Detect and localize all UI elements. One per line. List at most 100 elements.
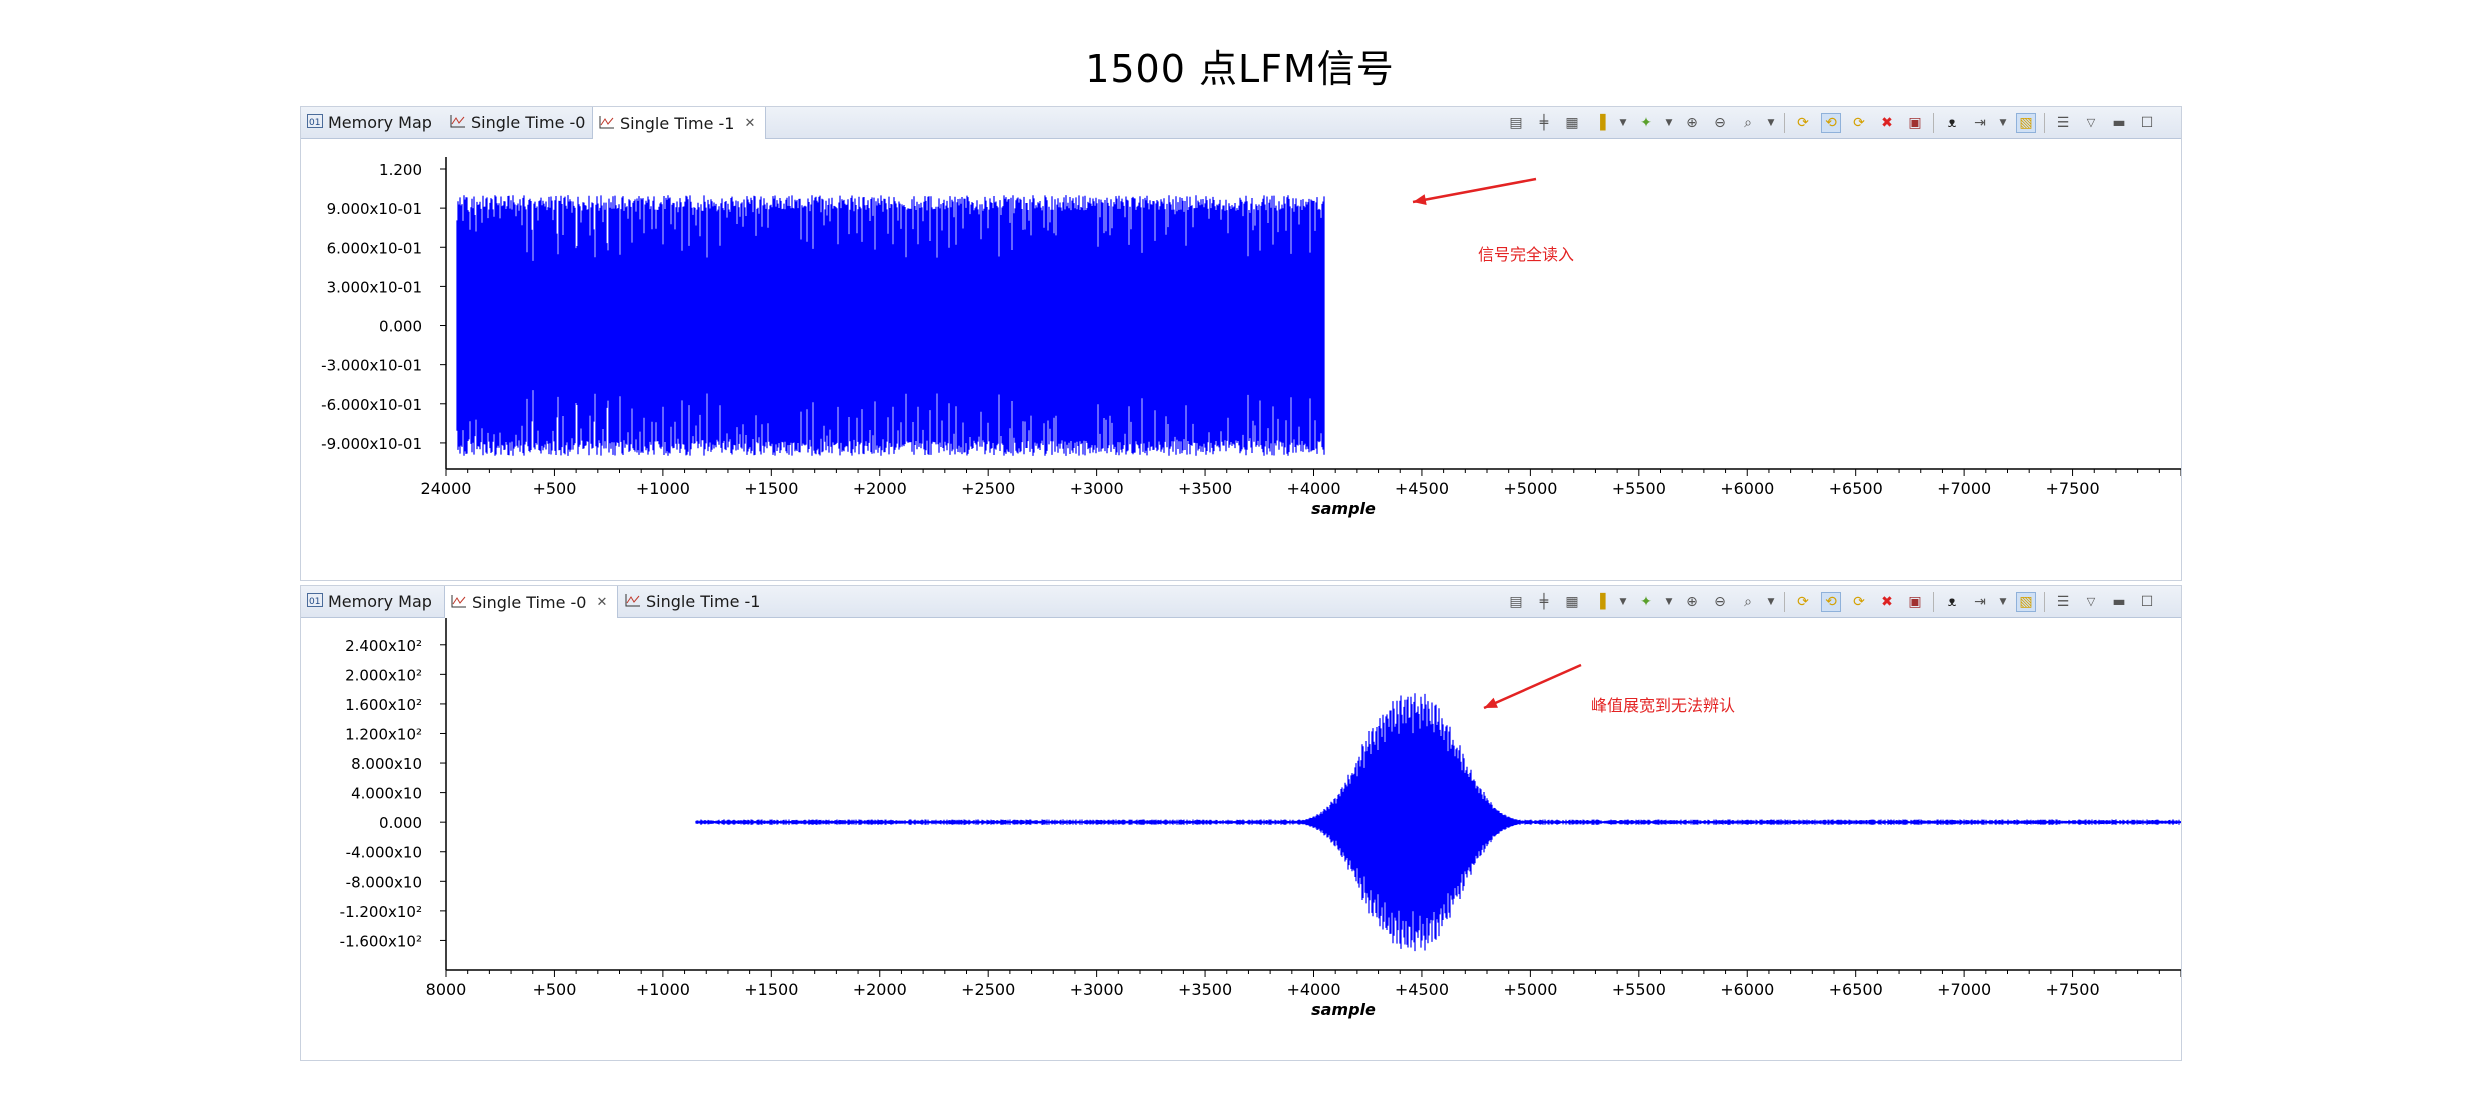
dropdown-icon[interactable]: ▼ (1665, 597, 1673, 607)
minimize-icon[interactable]: ▬ (2112, 594, 2126, 610)
x-tick-label: +7500 (2046, 980, 2100, 999)
x-tick-label: +2500 (961, 479, 1015, 498)
bottom-annotation: 峰值展宽到无法辨认 (1591, 696, 1736, 715)
refresh-icon[interactable]: ⟳ (1797, 115, 1809, 131)
list-icon[interactable]: ▤ (1509, 594, 1523, 610)
marker-icon[interactable]: ▐ (1594, 594, 1606, 610)
dropdown-icon[interactable]: ▼ (1619, 597, 1627, 607)
maximize-icon[interactable]: ☐ (2140, 594, 2154, 610)
y-tick-label: 4.000x10 (351, 785, 422, 803)
delete-icon[interactable]: ✖ (1881, 594, 1893, 610)
bottom-tab-bar: 01 Memory Map Single Time -0 ✕ Single Ti… (301, 586, 2181, 618)
minimize-icon[interactable]: ▬ (2112, 115, 2126, 131)
x-tick-label: +6000 (1720, 980, 1774, 999)
zoom-in-icon[interactable]: ⊕ (1686, 115, 1698, 131)
x-tick-label: +6000 (1720, 479, 1774, 498)
properties-icon[interactable]: ☰ (2056, 594, 2070, 610)
top-annotation: 信号完全读入 (1478, 245, 1575, 264)
sync-icon[interactable]: ⟲ (1821, 113, 1841, 133)
dropdown-icon[interactable]: ▼ (1767, 118, 1775, 128)
dropdown-icon[interactable]: ▼ (1665, 118, 1673, 128)
zoom-in-icon[interactable]: ⊕ (1686, 594, 1698, 610)
x-tick-label: +2000 (853, 479, 907, 498)
x-tick-label: +3500 (1178, 479, 1232, 498)
pin-icon[interactable]: ╪ (1539, 115, 1549, 131)
refresh-icon[interactable]: ⟳ (1797, 594, 1809, 610)
zoom-fit-icon[interactable]: ⌕ (1744, 594, 1752, 610)
marker-icon[interactable]: ▐ (1594, 115, 1606, 131)
dropdown-icon[interactable]: ▼ (1619, 118, 1627, 128)
graph-icon (450, 113, 466, 132)
y-tick-label: -6.000x10-01 (321, 396, 422, 414)
close-icon[interactable]: ✕ (744, 115, 756, 131)
x-tick-label: +5000 (1503, 980, 1557, 999)
y-tick-label: 0.000 (379, 318, 422, 336)
layout-icon[interactable]: ▧ (2016, 592, 2036, 612)
x-tick-label: +6500 (1829, 980, 1883, 999)
pin-icon[interactable]: ╪ (1539, 594, 1549, 610)
cursor-icon[interactable]: ⇥ (1974, 115, 1986, 131)
memory-map-icon: 01 (307, 113, 323, 132)
cursor-icon[interactable]: ⇥ (1974, 594, 1986, 610)
y-tick-label: 1.200x10² (345, 725, 422, 743)
tab-single-time-0[interactable]: Single Time -0 ✕ (444, 586, 618, 618)
export-icon[interactable]: ▣ (1908, 115, 1922, 131)
tab-memory-map[interactable]: 01 Memory Map (301, 586, 441, 617)
memory-map-icon: 01 (307, 592, 323, 611)
y-tick-label: -1.200x10² (340, 903, 422, 921)
x-tick-label: +500 (532, 980, 576, 999)
binoculars-icon[interactable]: ᴥ (1947, 594, 1957, 610)
annotation-arrow (1483, 663, 1582, 710)
dropdown-icon[interactable]: ▼ (1767, 597, 1775, 607)
table-icon[interactable]: ▦ (1565, 594, 1579, 610)
annotation-arrow (1412, 177, 1537, 204)
binoculars-icon[interactable]: ᴥ (1947, 115, 1957, 131)
top-signal-plot[interactable]: 1.200 9.000x10-01 6.000x10-01 3.000x10-01 0.… (301, 139, 2181, 579)
refresh-alt-icon[interactable]: ⟳ (1853, 115, 1865, 131)
y-tick-label: 9.000x10-01 (327, 200, 422, 218)
dropdown-icon[interactable]: ▼ (1999, 118, 2007, 128)
maximize-icon[interactable]: ☐ (2140, 115, 2154, 131)
tab-memory-map[interactable]: 01 Memory Map (301, 107, 441, 138)
y-tick-label: -1.600x10² (340, 932, 422, 950)
tab-single-time-0[interactable]: Single Time -0 (444, 107, 589, 138)
toolbar-separator (1933, 592, 1934, 612)
close-icon[interactable]: ✕ (596, 594, 608, 610)
x-tick-label: 8000 (426, 980, 467, 999)
table-icon[interactable]: ▦ (1565, 115, 1579, 131)
export-icon[interactable]: ▣ (1908, 594, 1922, 610)
x-tick-label: +1500 (744, 479, 798, 498)
tab-label: Memory Map (328, 113, 432, 132)
tab-single-time-1[interactable]: Single Time -1 ✕ (592, 107, 766, 139)
bottom-graph-panel: 01 Memory Map Single Time -0 ✕ Single Ti… (300, 585, 2182, 1061)
zoom-fit-icon[interactable]: ⌕ (1744, 115, 1752, 131)
view-menu-icon[interactable]: ▽ (2086, 116, 2096, 129)
x-tick-label: +6500 (1829, 479, 1883, 498)
x-axis-label: sample (1311, 1000, 1376, 1019)
svg-text:01: 01 (309, 597, 320, 607)
zoom-out-icon[interactable]: ⊖ (1714, 115, 1726, 131)
y-tick-label: 1.200 (379, 161, 422, 179)
tab-single-time-1[interactable]: Single Time -1 (619, 586, 764, 617)
y-tick-label: 2.000x10² (345, 666, 422, 684)
properties-icon[interactable]: ☰ (2056, 115, 2070, 131)
star-icon[interactable]: ✦ (1640, 594, 1652, 610)
view-menu-icon[interactable]: ▽ (2086, 595, 2096, 608)
dropdown-icon[interactable]: ▼ (1999, 597, 2007, 607)
delete-icon[interactable]: ✖ (1881, 115, 1893, 131)
toolbar-separator (2044, 592, 2045, 612)
x-tick-label: +7000 (1937, 479, 1991, 498)
y-tick-label: 2.400x10² (345, 637, 422, 655)
x-axis-label: sample (1311, 499, 1376, 518)
x-tick-label: +2500 (961, 980, 1015, 999)
list-icon[interactable]: ▤ (1509, 115, 1523, 131)
bottom-signal-plot[interactable]: 2.400x10² 2.000x10² 1.600x10² 1.200x10² 8.00… (301, 618, 2181, 1058)
y-tick-label: 0.000 (379, 814, 422, 832)
x-tick-label: +3000 (1070, 479, 1124, 498)
tab-label: Single Time -0 (471, 113, 586, 132)
zoom-out-icon[interactable]: ⊖ (1714, 594, 1726, 610)
refresh-alt-icon[interactable]: ⟳ (1853, 594, 1865, 610)
sync-icon[interactable]: ⟲ (1821, 592, 1841, 612)
star-icon[interactable]: ✦ (1640, 115, 1652, 131)
layout-icon[interactable]: ▧ (2016, 113, 2036, 133)
